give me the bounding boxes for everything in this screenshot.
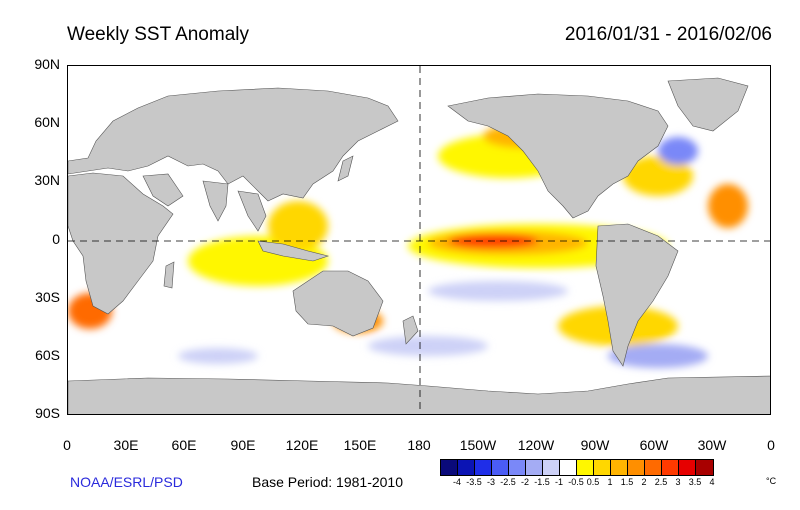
y-tick-label: 90S [35,405,60,421]
y-tick-label: 60N [34,114,60,130]
colorbar-tick-label: -3 [486,477,495,487]
colorbar-tick-label: -0.5 [568,477,584,487]
map-canvas [68,66,770,414]
colorbar-tick-label: -2.5 [500,477,516,487]
colorbar-tick-label: -2 [520,477,529,487]
cool-anomaly-region [608,344,708,368]
colorbar-tick-label: -1 [554,477,563,487]
x-tick-label: 120E [285,437,319,453]
colorbar-swatch [458,460,475,475]
x-tick-label: 60E [171,437,197,453]
date-range: 2016/01/31 - 2016/02/06 [564,24,772,45]
colorbar-tick-label: 3 [675,477,681,487]
africa-land [68,172,174,315]
y-tick-label: 30S [35,289,60,305]
colorbar-tick-label: 3.5 [688,477,702,487]
southeast-asia-land [237,190,267,232]
colorbar-swatch [662,460,679,475]
x-tick-label: 180 [407,437,431,453]
colorbar-tick-label: 0.5 [586,477,600,487]
warm-anomaly-region [708,184,748,228]
base-period-label: Base Period: 1981-2010 [252,474,403,490]
x-tick-label: 30E [113,437,139,453]
arabia-land [142,173,184,207]
colorbar-swatch [543,460,560,475]
colorbar-swatch [475,460,492,475]
colorbar-swatch [441,460,458,475]
x-tick-label: 90E [230,437,256,453]
indonesia-land [257,240,330,262]
colorbar-swatch [526,460,543,475]
colorbar-tick-label: 2 [641,477,647,487]
y-tick-label: 30N [34,172,60,188]
x-tick-label: 150E [343,437,377,453]
colorbar-swatch [509,460,526,475]
credit-label: NOAA/ESRL/PSD [70,474,183,490]
sst-anomaly-map [67,65,771,415]
eurasia-land [68,87,399,202]
colorbar-swatch [645,460,662,475]
colorbar-tick-label: 2.5 [654,477,668,487]
greenland-land [667,77,749,132]
y-tick-label: 0 [52,231,60,247]
x-tick-label: 30W [697,437,727,453]
map-title: Weekly SST Anomaly [67,24,249,45]
colorbar-tick-label: 4 [709,477,715,487]
colorbar-swatch [696,460,713,475]
y-tick-label: 90N [34,56,60,72]
new-zealand-land [402,315,419,345]
warm-anomaly-region [268,201,328,251]
colorbar-swatch [560,460,577,475]
madagascar-land [163,261,175,289]
colorbar-tick-label: -3.5 [466,477,482,487]
x-tick-label: 150W [459,437,497,453]
cool-anomaly-region [368,336,488,356]
colorbar-tick-label: 1 [607,477,613,487]
cool-anomaly-region [178,348,258,364]
japan-land [337,155,354,182]
x-tick-label: 0 [63,437,71,453]
cool-anomaly-region [658,137,698,165]
colorbar-swatch [492,460,509,475]
australia-land [292,270,384,337]
south-america-land [595,223,679,367]
cool-anomaly-region [428,281,568,301]
x-tick-label: 60W [639,437,669,453]
colorbar-unit-label: °C [766,476,777,486]
x-tick-label: 120W [517,437,555,453]
x-tick-label: 0 [767,437,775,453]
colorbar-swatch [679,460,696,475]
colorbar-swatch [611,460,628,475]
colorbar-swatch [577,460,594,475]
colorbar-tick-label: -4 [452,477,461,487]
india-land [202,180,229,222]
landmasses [68,77,770,414]
colorbar-tick-label: -1.5 [534,477,550,487]
colorbar-tick-label: 1.5 [620,477,634,487]
colorbar-swatch [628,460,645,475]
x-tick-label: 90W [580,437,610,453]
warm-anomaly-region [623,156,693,196]
colorbar [440,459,714,476]
north-america-land [447,93,669,219]
antarctica-land [68,375,770,414]
y-tick-label: 60S [35,347,60,363]
colorbar-swatch [594,460,611,475]
